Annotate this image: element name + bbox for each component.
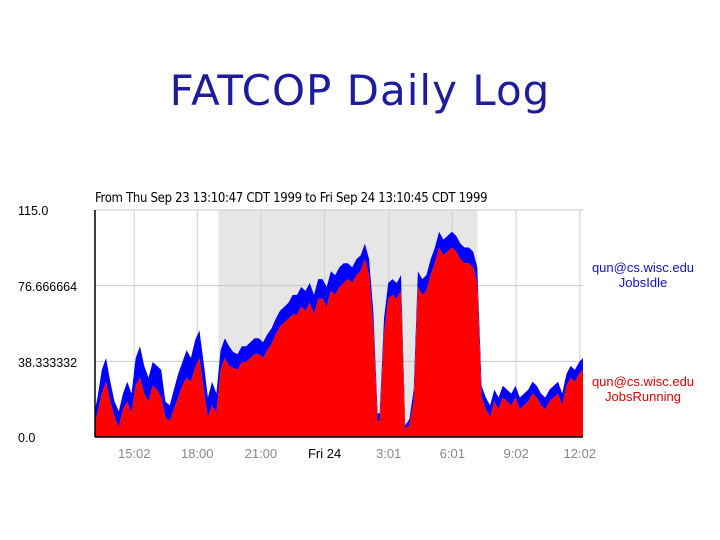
legend-jobsidle-label: qun@cs.wisc.edu JobsIdle [591,260,695,290]
x-tick-label: 3:01 [375,446,402,461]
series-area-jobsidle [95,231,583,430]
y-tick-label: 38.333332 [18,356,78,370]
y-tick-label: 76.666664 [18,280,78,294]
y-tick-label: 115.0 [18,204,49,218]
x-tick-label: Fri 24 [307,446,342,461]
series-area-jobsrunning [95,247,583,437]
x-tick-label: 12:02 [563,446,597,461]
x-tick-label: 18:00 [180,446,214,461]
legend-jobsrunning: qun@cs.wisc.edu JobsRunning [584,374,702,404]
y-tick-label: 0.0 [18,431,36,445]
x-tick-label: 15:02 [117,446,151,461]
legend-jobsidle: qun@cs.wisc.edu JobsIdle [584,260,702,290]
chart-title: From Thu Sep 23 13:10:47 CDT 1999 to Fri… [95,191,488,206]
slide-title: FATCOP Daily Log [169,66,551,115]
x-tick-label: 6:01 [439,446,465,461]
legend-jobsrunning-label: qun@cs.wisc.edu JobsRunning [591,374,695,404]
x-tick-label: 9:02 [503,446,529,461]
x-tick-label: 21:00 [244,446,278,461]
